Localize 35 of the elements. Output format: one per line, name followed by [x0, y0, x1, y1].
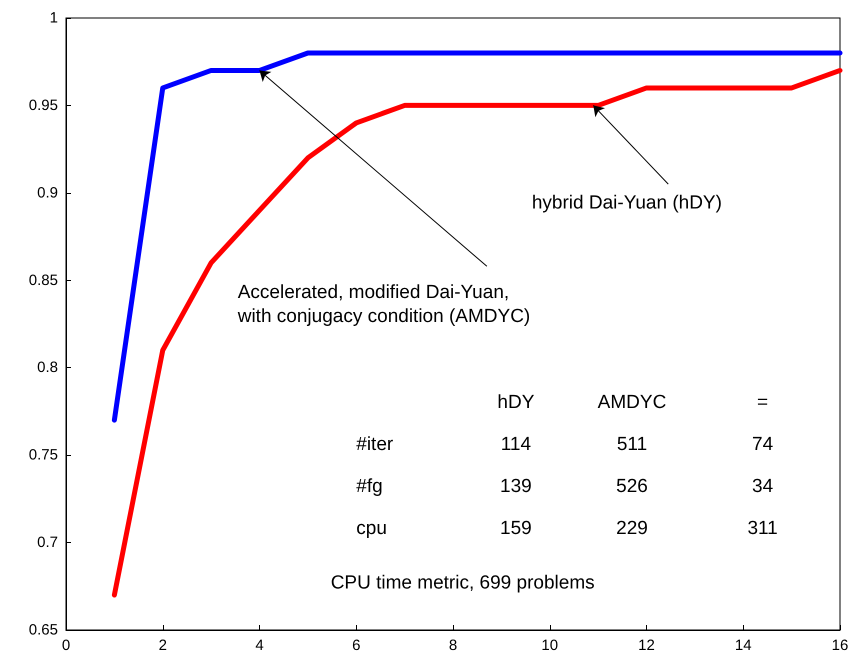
x-tick-label: 6	[352, 637, 360, 654]
annotation: 526	[616, 476, 648, 498]
annotation: 114	[500, 434, 532, 456]
annotation: Accelerated, modified Dai-Yuan, with conjugacy condition (AMDYC)	[236, 282, 530, 327]
x-tick-label: 14	[734, 637, 752, 654]
annotation: 139	[500, 476, 532, 498]
y-tick-label: 1	[50, 10, 58, 26]
x-tick-label: 0	[62, 637, 70, 654]
annotation: 74	[752, 434, 774, 456]
annotation: CPU time metric, 699 problems	[330, 572, 595, 594]
annotation: 34	[752, 476, 774, 498]
annotation: hDY	[497, 392, 535, 414]
y-tick-label: 0.85	[28, 272, 58, 289]
y-tick-label: 0.9	[37, 184, 58, 202]
y-tick-label: 0.7	[37, 534, 58, 552]
y-tick-label: 0.8	[37, 359, 58, 376]
annotation: #iter	[356, 434, 394, 456]
x-tick-label: 16	[832, 637, 848, 654]
x-tick-label: 2	[158, 637, 167, 654]
x-tick-label: 10	[541, 637, 558, 654]
annotation: AMDYC	[598, 392, 666, 414]
annotation: 311	[747, 518, 778, 540]
y-tick-label: 0.65	[28, 622, 58, 638]
annotation: cpu	[356, 518, 387, 540]
annotation: 159	[500, 518, 532, 540]
y-tick-label: 0.95	[28, 96, 58, 114]
x-tick-label: 8	[448, 637, 458, 654]
y-tick-label: 0.75	[28, 446, 58, 464]
annotation: hybrid Dai-Yuan (hDY)	[532, 192, 722, 214]
annotation: 511	[616, 434, 648, 456]
x-tick-label: 4	[255, 637, 264, 654]
x-tick-label: 12	[638, 637, 655, 654]
annotation: 229	[616, 518, 648, 540]
annotation: #fg	[356, 476, 383, 498]
annotation: =	[757, 392, 768, 414]
